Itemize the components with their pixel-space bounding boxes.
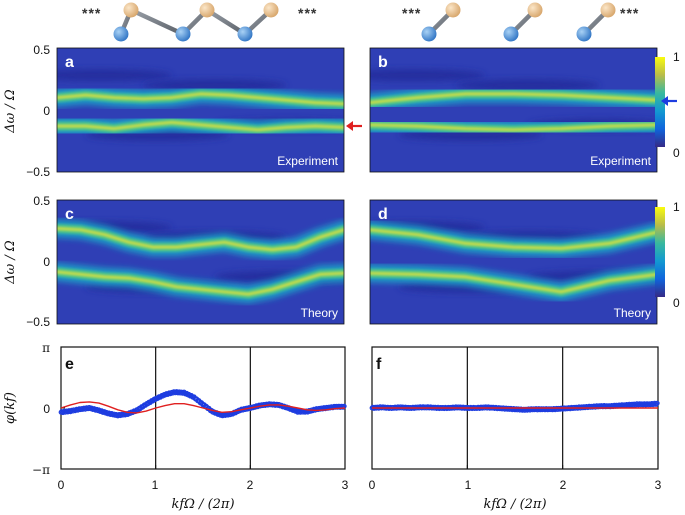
bond — [128, 7, 186, 37]
x-axis-left: 0 1 2 3 kfΩ / (2π) — [58, 478, 349, 512]
arrow-left-icon — [346, 121, 362, 131]
theory-line — [60, 401, 346, 414]
band-core — [370, 228, 657, 250]
atom — [113, 26, 129, 42]
y-axis-label: φ(kf) — [3, 392, 18, 424]
y-axis-middle: 0.5 0 −0.5 Δω / Ω — [3, 194, 50, 329]
phase-panel-f: f — [369, 346, 660, 470]
band-core — [370, 123, 657, 132]
panel-label: b — [378, 54, 388, 71]
ellipsis-left: *** — [402, 5, 421, 21]
band-core — [57, 270, 344, 296]
atom — [263, 2, 279, 18]
atom — [199, 2, 215, 18]
atom — [421, 26, 437, 42]
panel-label: e — [65, 356, 74, 373]
tick-label: 2 — [560, 478, 567, 492]
panel-label: d — [378, 206, 388, 223]
tick-label: 0 — [58, 478, 65, 492]
band-core — [57, 226, 344, 252]
tick-label: −π — [32, 463, 50, 477]
atom — [527, 2, 543, 18]
ellipsis-left: *** — [82, 5, 101, 21]
band-core — [370, 92, 657, 105]
ellipsis-right: *** — [298, 5, 317, 21]
colorbar-gradient — [655, 207, 665, 297]
heatmap-panel-b: b Experiment — [369, 47, 658, 173]
atom — [123, 2, 139, 18]
panel-caption: Experiment — [277, 154, 338, 168]
heatmap-background — [57, 200, 344, 324]
tick-label: 0 — [43, 255, 50, 269]
zigzag-chain-icon — [113, 2, 279, 42]
panel-label: c — [65, 206, 74, 223]
phase-y-axis: π 0 −π φ(kf) — [3, 341, 50, 477]
tick-label: 0 — [43, 104, 50, 118]
y-axis-label: Δω / Ω — [3, 89, 18, 134]
tick-label: 0 — [43, 402, 50, 416]
heatmap-panel-a: a Experiment — [56, 47, 345, 173]
ellipsis-right: *** — [620, 5, 639, 21]
y-axis-top: 0.5 0 −0.5 Δω / Ω — [3, 43, 50, 179]
panel-label: a — [65, 54, 74, 71]
heatmap-background — [370, 200, 657, 324]
atom — [445, 2, 461, 18]
colorbar-middle: 1 0 — [655, 200, 680, 310]
colorbar-max-label: 1 — [673, 200, 680, 214]
heatmap-panel-d: d Theory — [369, 199, 658, 325]
tick-label: 1 — [465, 478, 472, 492]
x-axis-label: kfΩ / (2π) — [483, 497, 546, 512]
heatmap-background — [57, 48, 344, 172]
phase-panel-e: e — [58, 346, 347, 470]
tick-label: −0.5 — [26, 165, 50, 179]
arrow-left-icon — [661, 96, 677, 106]
tick-label: 0.5 — [33, 194, 50, 208]
dimer-chain-icon — [421, 2, 616, 42]
panel-caption: Theory — [301, 306, 338, 320]
band-core — [57, 92, 344, 106]
tick-label: −0.5 — [26, 315, 50, 329]
tick-label: 1 — [152, 478, 159, 492]
x-axis-right: 0 1 2 3 kfΩ / (2π) — [369, 478, 662, 512]
tick-label: 3 — [342, 478, 349, 492]
heatmap-panels: a Experiment b Experiment c Theory d Theory — [56, 47, 658, 325]
panel-label: f — [376, 356, 382, 373]
panel-caption: Theory — [614, 306, 651, 320]
colorbar-max-label: 1 — [673, 50, 680, 64]
heatmap-background — [370, 48, 657, 172]
atom — [600, 2, 616, 18]
colorbar-gradient — [655, 57, 665, 147]
tick-label: 0 — [369, 478, 376, 492]
atom — [175, 26, 191, 42]
x-axis-label: kfΩ / (2π) — [171, 497, 234, 512]
heatmap-panel-c: c Theory — [56, 199, 345, 325]
schematic-zigzag: *** *** — [82, 2, 317, 42]
tick-label: 2 — [247, 478, 254, 492]
schematic-dimers: *** *** — [402, 2, 639, 42]
band-core — [370, 271, 657, 294]
colorbar-min-label: 0 — [673, 296, 680, 310]
y-axis-label: Δω / Ω — [3, 240, 18, 285]
atom — [237, 26, 253, 42]
tick-label: π — [42, 341, 50, 355]
tick-label: 0.5 — [33, 43, 50, 57]
colorbar-min-label: 0 — [673, 146, 680, 160]
atom — [576, 26, 592, 42]
tick-label: 3 — [655, 478, 662, 492]
panel-caption: Experiment — [590, 154, 651, 168]
colorbar-top: 1 0 — [655, 50, 680, 160]
atom — [503, 26, 519, 42]
data-point — [654, 400, 660, 406]
band-core — [57, 120, 344, 132]
